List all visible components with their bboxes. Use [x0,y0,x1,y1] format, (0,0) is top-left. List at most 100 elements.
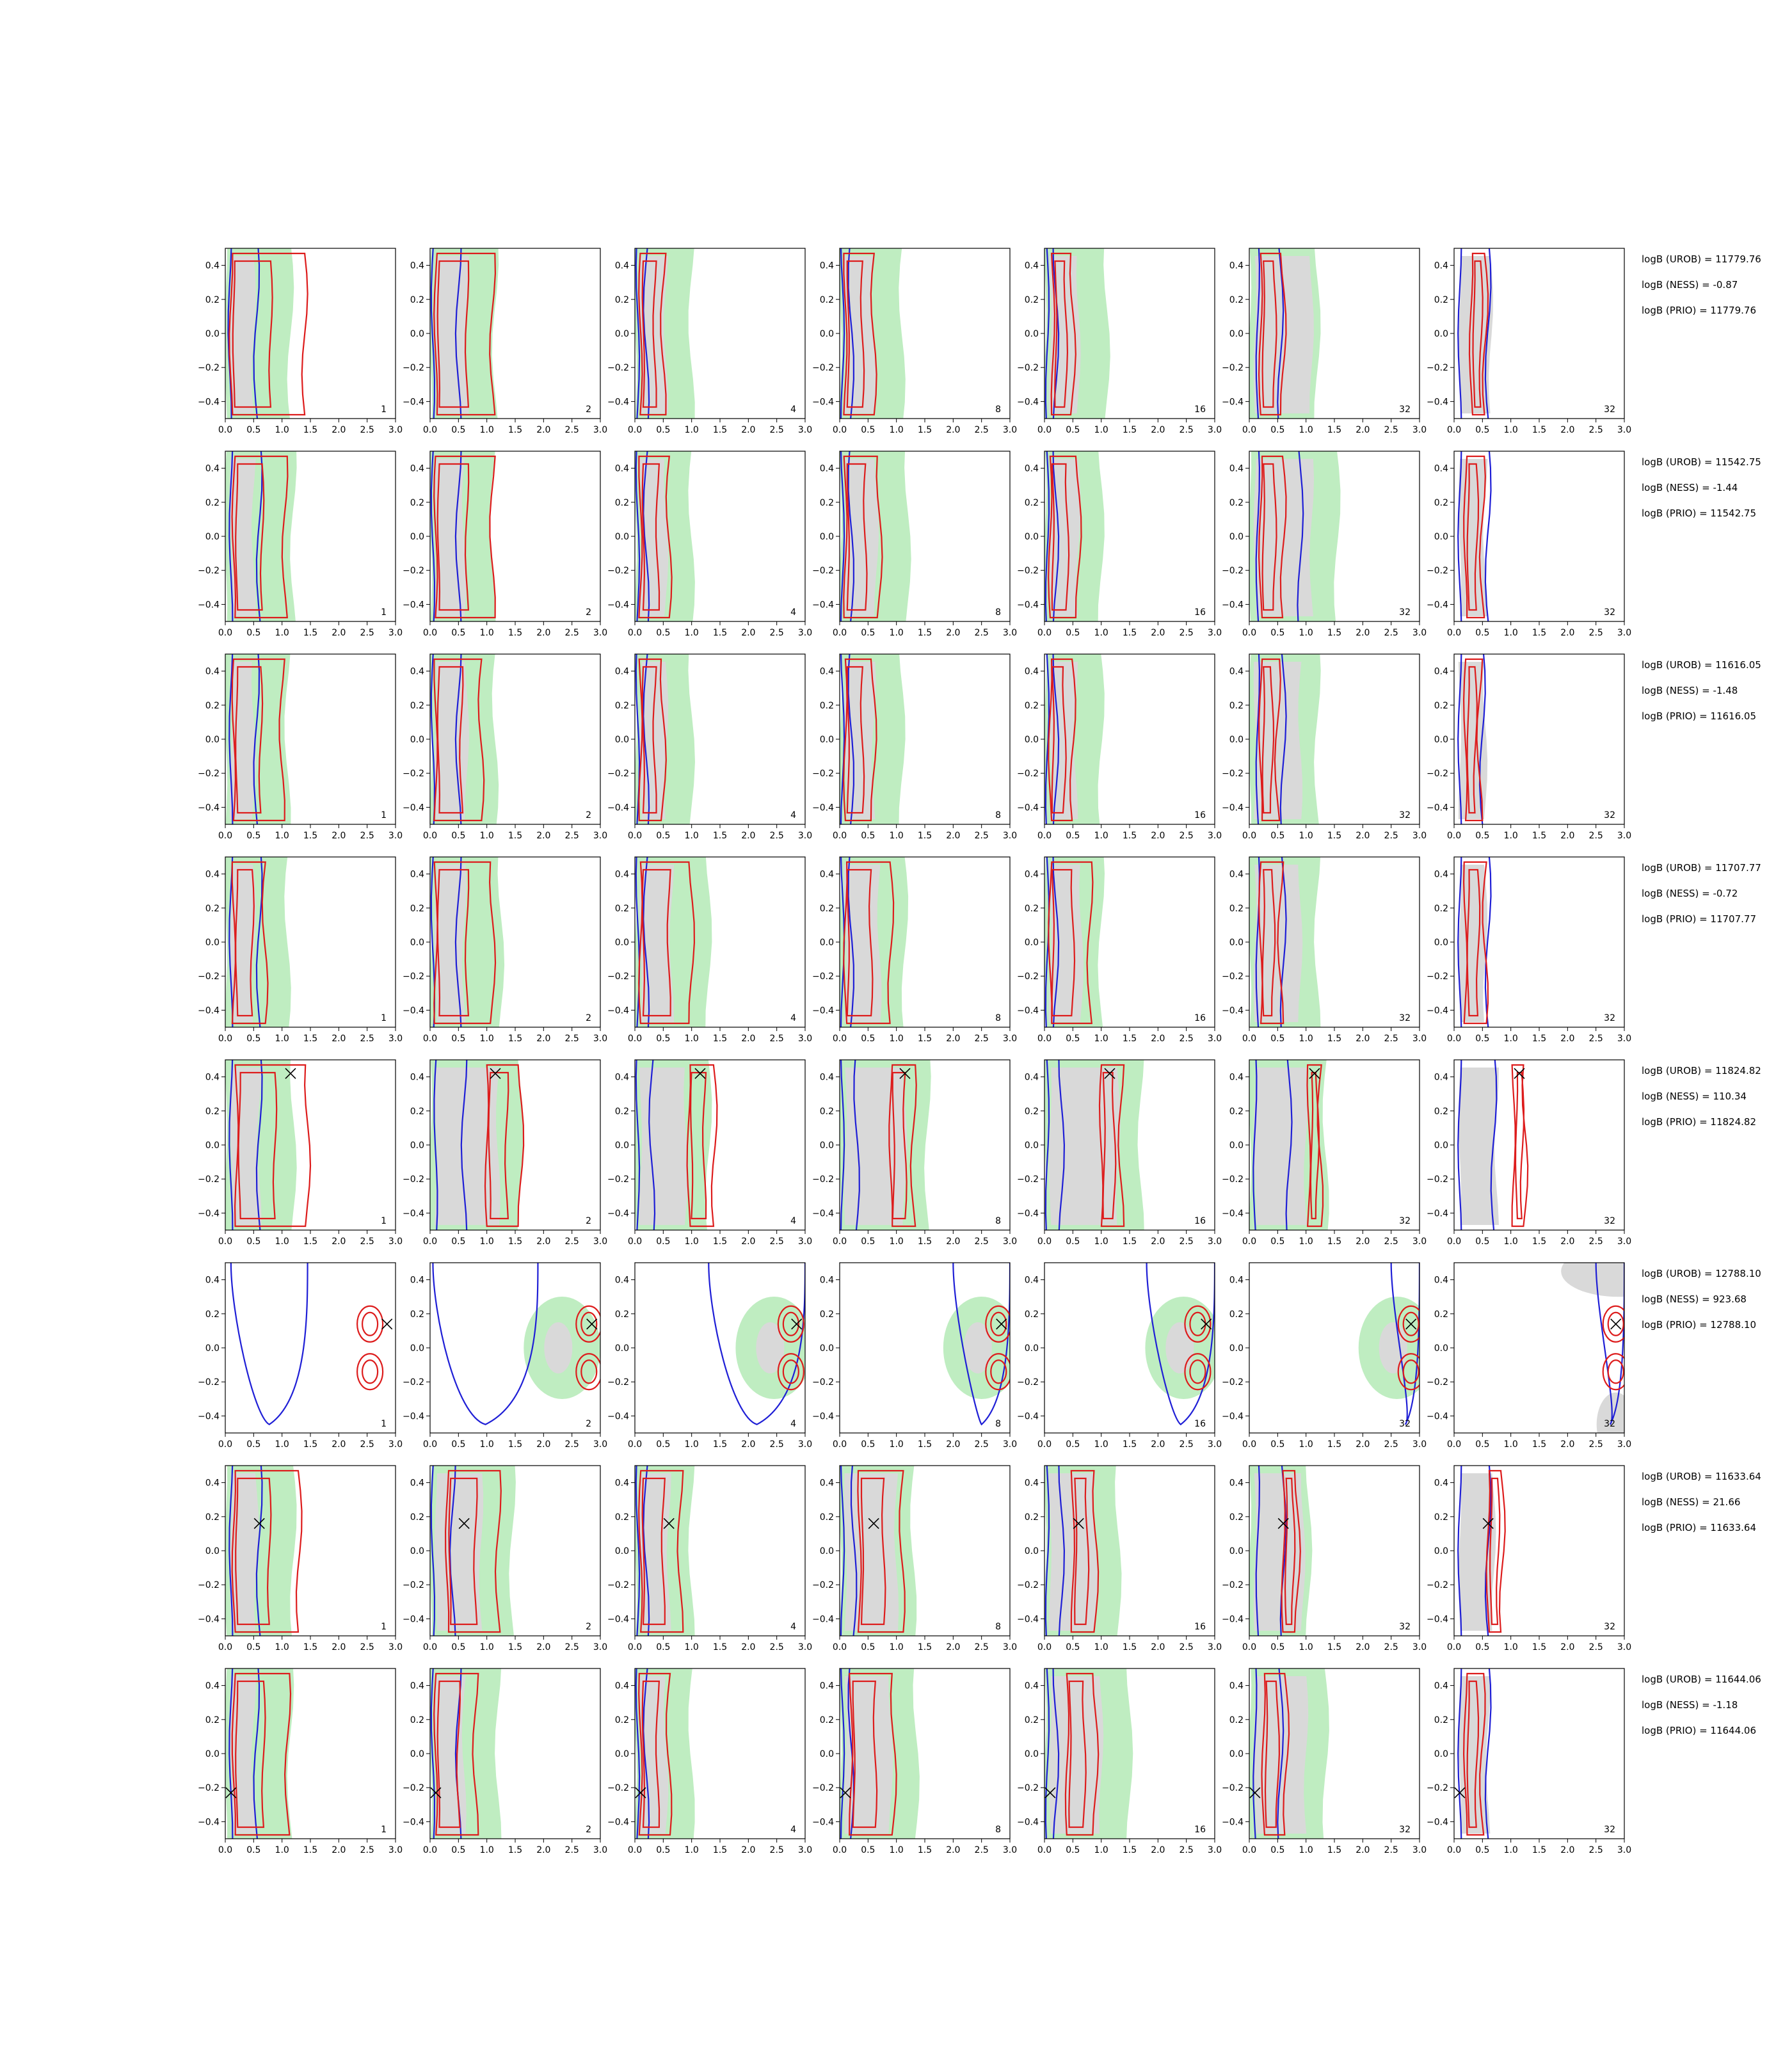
x-tick-label: 0.5 [1475,1642,1489,1652]
red-contour-outer [1048,455,1082,619]
x-tick-label: 1.5 [508,1034,522,1044]
x-tick-label: 2.0 [536,1642,550,1652]
x-tick-label: 2.0 [741,425,755,435]
x-tick-label: 1.0 [890,1034,904,1044]
x-tick-label: 1.5 [713,425,727,435]
red-contour-inner [361,1359,379,1384]
y-tick-label: −0.2 [1017,1783,1039,1793]
x-tick-label: 0.0 [423,1236,437,1247]
y-tick-label: 0.2 [205,1715,220,1725]
x-tick-label: 0.5 [861,1034,875,1044]
x-tick-label: 2.0 [332,1236,346,1247]
y-tick-label: 0.0 [1229,1140,1244,1151]
y-tick-label: 0.0 [410,938,424,948]
y-tick-label: −0.2 [1222,1783,1244,1793]
x-tick-label: 2.0 [1151,1439,1165,1450]
y-tick-label: −0.4 [198,600,220,610]
x-tick-label: 2.0 [946,1034,960,1044]
x-tick-label: 2.0 [536,1845,550,1855]
x-tick-label: 2.0 [741,831,755,841]
red-contour-inner [235,868,255,1017]
x-tick-label: 3.0 [388,628,403,638]
y-tick-label: 0.4 [615,870,629,880]
red-contour-outer [1048,658,1076,822]
panel-label: 8 [995,810,1001,820]
y-tick-label: −0.4 [1427,1005,1448,1016]
red-contour-inner [1472,260,1484,408]
panel-r8-c7: 0.4 0.2 0.0 −0.2 −0.4 0.0 0.5 1.0 1.5 2.0 2.5 3.032 [1427,1668,1631,1855]
blue-contour [230,1263,308,1425]
marker-x [1610,1318,1622,1330]
red-contour-inner [237,1071,278,1220]
panel-r2-c7: 0.4 0.2 0.0 −0.2 −0.4 0.0 0.5 1.0 1.5 2.0 2.5 3.032 [1427,451,1631,638]
x-tick-label: 3.0 [1003,1642,1017,1652]
x-tick-label: 2.5 [1384,425,1398,435]
marker-x [1277,1517,1289,1530]
x-tick-label: 0.5 [861,1845,875,1855]
red-contour-inner [641,1680,660,1828]
panel-label: 1 [381,1622,387,1632]
panel-label: 1 [381,810,387,820]
logb-annotation: logB (PRIO) = 12788.10 [1642,1319,1756,1331]
red-contour-outer [1462,1672,1486,1836]
blue-contour [635,1060,656,1230]
y-tick-label: −0.4 [403,1411,424,1421]
y-tick-label: 0.0 [820,938,834,948]
x-tick-label: 0.0 [218,1034,232,1044]
x-tick-label: 1.0 [480,1845,494,1855]
panel-r7-c7: 0.4 0.2 0.0 −0.2 −0.4 0.0 0.5 1.0 1.5 2.0 2.5 3.032 [1427,1465,1631,1652]
grey-region [1165,1322,1194,1373]
panel-r1-c5: 0.4 0.2 0.0 −0.2 −0.4 0.0 0.5 1.0 1.5 2.0 2.5 3.016 [1017,248,1222,435]
red-contour-outer [1397,1305,1420,1343]
x-tick-label: 3.0 [593,1845,607,1855]
y-tick-label: −0.2 [403,1174,424,1185]
x-tick-label: 0.0 [833,1236,847,1247]
x-tick-label: 2.5 [770,831,784,841]
y-tick-label: −0.2 [1427,769,1448,779]
y-tick-label: 0.4 [1434,1681,1448,1692]
blue-contour [1252,1668,1284,1839]
x-tick-label: 2.5 [975,628,989,638]
y-tick-label: 0.4 [1025,870,1039,880]
logb-annotation: logB (NESS) = 21.66 [1642,1496,1740,1508]
red-contour-inner [846,463,868,611]
panel-r4-c4: 0.4 0.2 0.0 −0.2 −0.4 0.0 0.5 1.0 1.5 2.0 2.5 3.0 8 [812,856,1017,1044]
x-tick-label: 3.0 [1617,1439,1631,1450]
red-contour-outer [231,1469,303,1633]
x-tick-label: 3.0 [1617,628,1631,638]
x-tick-label: 1.5 [1123,1034,1137,1044]
panel-r3-c1: 0.4 0.2 0.0 −0.2 −0.4 0.0 0.5 1.0 1.5 2.0 2.5 3.0 1 [198,653,403,841]
red-contour-outer [985,1353,1010,1391]
y-tick-label: 0.0 [820,1343,834,1354]
y-tick-label: 0.2 [1025,1107,1039,1117]
y-tick-label: −0.2 [198,972,220,982]
y-tick-label: 0.4 [820,464,834,474]
y-tick-label: 0.4 [410,1276,424,1286]
y-tick-label: 0.4 [1434,1073,1448,1083]
grey-region [1458,459,1488,616]
x-tick-label: 1.5 [303,1034,317,1044]
grey-region [229,256,256,413]
y-tick-label: 0.0 [410,329,424,339]
panel-label: 8 [995,607,1001,618]
grey-region [639,1676,669,1834]
x-tick-label: 1.0 [890,628,904,638]
y-tick-label: −0.4 [1427,803,1448,813]
red-contour-outer [575,1353,600,1391]
x-tick-label: 1.5 [303,831,317,841]
x-tick-label: 2.5 [975,425,989,435]
y-tick-label: 0.2 [1434,295,1448,305]
x-tick-label: 3.0 [1617,1642,1631,1652]
y-tick-label: 0.0 [410,1546,424,1556]
y-tick-label: −0.2 [1222,1174,1244,1185]
y-tick-label: −0.2 [607,1580,629,1590]
logb-annotation: logB (NESS) = 923.68 [1642,1293,1747,1305]
y-tick-label: −0.4 [1222,1005,1244,1016]
red-contour-outer [1281,1469,1301,1633]
y-tick-label: −0.2 [1222,1580,1244,1590]
x-tick-label: 0.5 [451,1236,465,1247]
red-contour-outer [231,658,285,822]
panel-label: 2 [586,1825,591,1835]
y-tick-label: −0.2 [1222,972,1244,982]
y-tick-label: −0.2 [198,769,220,779]
